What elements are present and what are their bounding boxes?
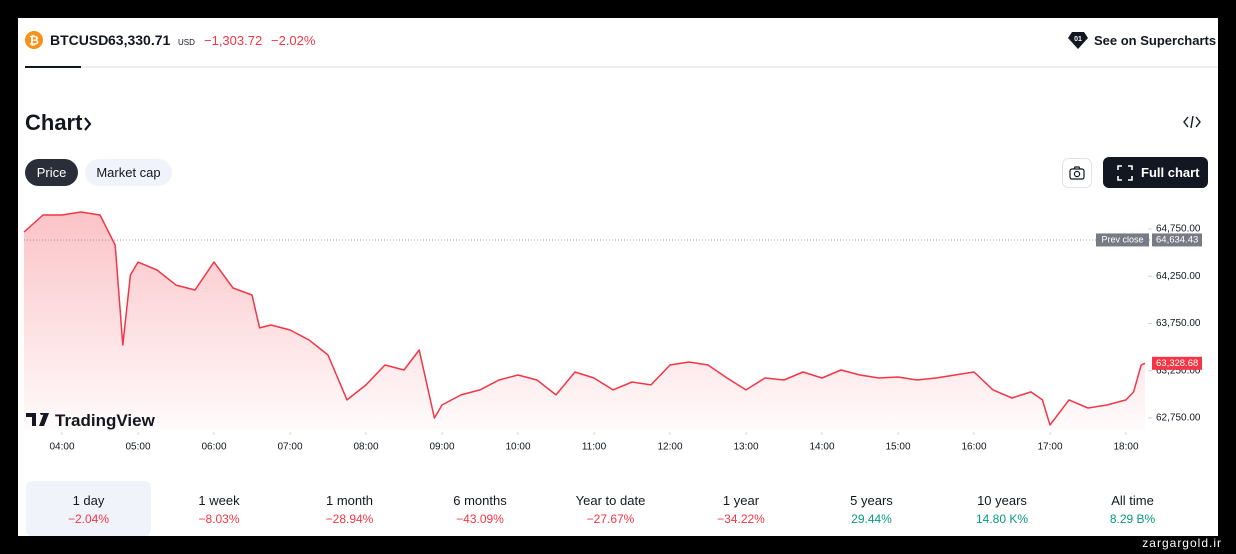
watermark-text: TradingView — [55, 411, 155, 430]
last-price-tag — [1152, 356, 1202, 370]
period-change: −43.09% — [456, 512, 504, 526]
currency: USD — [178, 38, 195, 47]
price: 63,330.71 — [108, 32, 171, 48]
last-price-value: 63,328.68 — [1156, 358, 1198, 369]
x-tick-label: 18:00 — [1113, 442, 1138, 453]
x-tick-label: 13:00 — [733, 442, 758, 453]
period[interactable]: Year to date −27.67% — [548, 481, 673, 536]
active-underline — [25, 66, 81, 68]
x-tick-label: 05:00 — [125, 442, 150, 453]
full-chart-button[interactable]: Full chart — [1103, 157, 1208, 188]
x-tick-label: 17:00 — [1037, 442, 1062, 453]
watermark: TradingView — [26, 411, 155, 431]
y-tick-label: 62,750.00 — [1156, 413, 1201, 424]
tab-price[interactable]: Price — [25, 159, 78, 186]
chevron — [84, 117, 92, 131]
x-tick-label: 15:00 — [885, 442, 910, 453]
period[interactable]: 1 day −2.04% — [26, 481, 151, 536]
price-line — [23, 211, 1146, 426]
period-name: 5 years — [850, 493, 893, 508]
x-tick-label: 10:00 — [505, 442, 530, 453]
period[interactable]: All time 8.29 B% — [1070, 481, 1195, 536]
period-change: −2.04% — [67, 512, 110, 526]
x-tick-label: 06:00 — [201, 442, 226, 453]
y-tick-label: 64,750.00 — [1156, 224, 1201, 235]
period[interactable]: 1 year −34.22% — [679, 481, 804, 536]
section-title[interactable]: Chart — [25, 110, 83, 135]
period[interactable]: 10 years 14.80 K% — [940, 481, 1065, 536]
symbol: BTCUSD — [50, 32, 109, 48]
period-change: 8.29 B% — [1109, 512, 1156, 526]
period-name: All time — [1111, 493, 1154, 508]
period[interactable]: 6 months −43.09% — [418, 481, 543, 536]
period-name: 6 months — [453, 493, 507, 508]
y-tick-label: 63,750.00 — [1156, 318, 1201, 329]
period-change: −28.94% — [325, 512, 374, 526]
period-name: Year to date — [575, 493, 646, 508]
prev-close-value-tag — [1152, 233, 1202, 247]
supercharts-link[interactable]: See on Supercharts — [1094, 33, 1217, 48]
fullscreen-icon — [1117, 165, 1133, 181]
y-tick-label: 63,250.00 — [1156, 365, 1201, 376]
svg-text:₿: ₿ — [29, 34, 39, 48]
period-name: 1 week — [198, 493, 240, 508]
x-tick-label: 16:00 — [961, 442, 986, 453]
x-tick-label: 08:00 — [353, 442, 378, 453]
x-tick-label: 07:00 — [277, 442, 302, 453]
tab-market-cap[interactable]: Market cap — [85, 159, 172, 186]
prev-close-name: Prev close — [1101, 234, 1143, 244]
x-tick-label: 11:00 — [582, 442, 607, 453]
period[interactable]: 1 month −28.94% — [287, 481, 412, 536]
period-change: 29.44% — [851, 512, 892, 526]
x-tick-label: 04:00 — [49, 442, 74, 453]
period-name: 1 day — [72, 493, 105, 508]
period-name: 10 years — [977, 493, 1027, 508]
full-chart-label: Full chart — [1141, 165, 1200, 180]
period-name: 1 year — [722, 493, 760, 508]
bitcoin-icon: ₿ — [25, 31, 43, 49]
supercharts-icon: 01 — [1068, 32, 1088, 49]
y-tick-label: 64,250.00 — [1156, 271, 1201, 282]
period-change: −27.67% — [586, 512, 635, 526]
period[interactable]: 1 week −8.03% — [157, 481, 282, 536]
prev-close-value: 64,634.43 — [1156, 234, 1198, 245]
period-change: −8.03% — [198, 512, 240, 526]
change: −1,303.72 — [204, 33, 263, 48]
period-name: 1 month — [326, 493, 373, 508]
x-tick-label: 09:00 — [429, 442, 454, 453]
svg-text:01: 01 — [1074, 36, 1082, 43]
change-percent: −2.02% — [271, 33, 316, 48]
price-chart: 62,750.00 63,250.00 63,750.00 64,250.00 64,7… — [23, 211, 1202, 453]
divider — [25, 66, 1218, 68]
period-change: −34.22% — [717, 512, 765, 526]
x-tick-label: 12:00 — [657, 442, 682, 453]
period[interactable]: 5 years 29.44% — [809, 481, 934, 536]
prev-close-tag — [1096, 233, 1149, 247]
x-tick-label: 14:00 — [809, 442, 834, 453]
embed-icon[interactable] — [1183, 114, 1201, 130]
tv-logo — [26, 411, 49, 426]
area — [24, 212, 1145, 430]
snapshot-button[interactable] — [1062, 158, 1092, 188]
period-change: 14.80 K% — [975, 512, 1029, 526]
site-watermark: zargargold.ir — [1142, 536, 1222, 550]
